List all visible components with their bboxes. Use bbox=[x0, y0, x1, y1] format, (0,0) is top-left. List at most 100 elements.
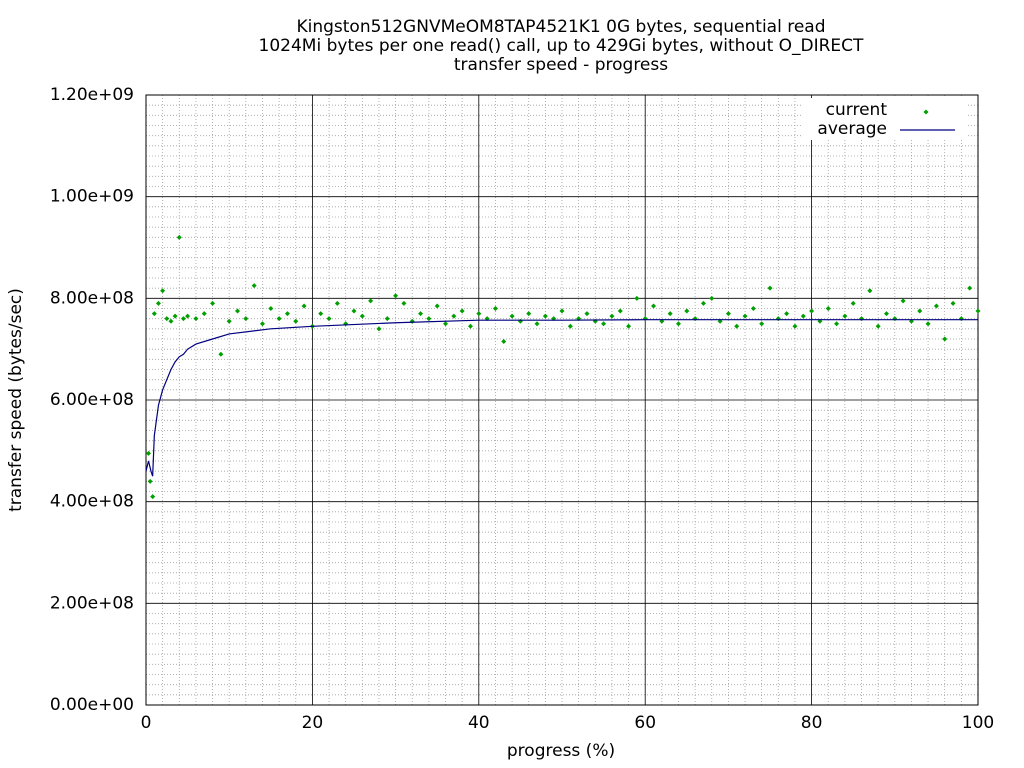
data-point bbox=[459, 308, 465, 314]
data-point bbox=[443, 321, 449, 327]
data-point bbox=[351, 308, 357, 314]
data-point bbox=[393, 293, 399, 299]
data-point bbox=[942, 336, 948, 342]
x-axis-label: progress (%) bbox=[507, 741, 615, 761]
chart-subtitle: 1024Mi bytes per one read() call, up to … bbox=[259, 36, 864, 56]
data-point bbox=[759, 321, 765, 327]
data-point bbox=[967, 285, 973, 291]
chart-title: Kingston512GNVMeOM8TAP4521K1 0G bytes, s… bbox=[296, 17, 825, 37]
data-point bbox=[825, 306, 831, 311]
x-tick-label: 20 bbox=[302, 713, 324, 733]
data-point bbox=[145, 450, 151, 456]
data-point bbox=[617, 308, 623, 314]
data-point bbox=[692, 316, 698, 322]
data-point bbox=[368, 298, 374, 304]
data-point bbox=[634, 295, 640, 301]
data-point bbox=[509, 313, 515, 319]
data-point bbox=[501, 339, 507, 345]
legend-box bbox=[803, 98, 968, 140]
data-point bbox=[742, 313, 748, 319]
data-point bbox=[492, 306, 498, 311]
y-tick-label: 8.00e+08 bbox=[50, 288, 134, 308]
y-tick-label: 6.00e+08 bbox=[50, 390, 134, 410]
data-point bbox=[168, 318, 174, 324]
data-point bbox=[426, 316, 432, 322]
data-point bbox=[376, 326, 382, 332]
data-point bbox=[642, 316, 648, 322]
legend-label: current bbox=[826, 100, 888, 120]
data-point bbox=[160, 288, 166, 294]
data-point bbox=[601, 321, 607, 327]
data-point bbox=[784, 311, 790, 317]
legend-label: average bbox=[817, 119, 887, 139]
data-point bbox=[180, 316, 186, 322]
data-point bbox=[626, 323, 632, 329]
data-point bbox=[434, 303, 440, 309]
data-point bbox=[164, 316, 170, 322]
data-point bbox=[609, 313, 615, 319]
data-point bbox=[734, 323, 740, 329]
data-point bbox=[326, 316, 332, 322]
data-point bbox=[859, 316, 865, 322]
data-point bbox=[526, 311, 532, 317]
data-point bbox=[725, 311, 731, 317]
y-tick-label: 0.00e+00 bbox=[50, 695, 134, 715]
y-tick-label: 4.00e+08 bbox=[50, 492, 134, 512]
data-point bbox=[151, 311, 157, 317]
data-point bbox=[883, 311, 889, 317]
x-tick-label: 100 bbox=[962, 713, 994, 733]
data-point bbox=[975, 308, 981, 314]
data-point bbox=[950, 300, 956, 306]
data-point bbox=[185, 313, 191, 319]
data-point bbox=[667, 311, 673, 317]
data-point bbox=[268, 306, 274, 311]
data-point bbox=[155, 300, 161, 306]
data-point bbox=[359, 313, 365, 319]
data-point bbox=[767, 285, 773, 291]
data-point bbox=[384, 316, 390, 322]
y-tick-label: 2.00e+08 bbox=[50, 593, 134, 613]
data-point bbox=[917, 308, 923, 314]
data-point bbox=[675, 321, 681, 327]
x-tick-label: 40 bbox=[468, 713, 490, 733]
data-point bbox=[210, 300, 216, 306]
data-point bbox=[251, 283, 257, 289]
data-point bbox=[700, 300, 706, 306]
x-tick-label: 80 bbox=[801, 713, 823, 733]
data-point bbox=[875, 323, 881, 329]
data-point bbox=[559, 308, 565, 314]
data-point bbox=[301, 303, 307, 309]
data-point bbox=[276, 316, 282, 322]
data-point bbox=[933, 303, 939, 309]
data-point bbox=[293, 318, 299, 324]
data-point bbox=[150, 494, 156, 500]
data-point bbox=[542, 313, 548, 319]
data-point bbox=[243, 316, 249, 322]
data-point bbox=[834, 321, 840, 327]
plot-frame bbox=[145, 94, 979, 706]
x-tick-label: 60 bbox=[634, 713, 656, 733]
data-point bbox=[809, 308, 815, 314]
data-point bbox=[334, 300, 340, 306]
data-point bbox=[476, 311, 482, 317]
data-point bbox=[792, 323, 798, 329]
data-point bbox=[900, 298, 906, 304]
data-point bbox=[409, 318, 415, 324]
chart-subtitle: transfer speed - progress bbox=[454, 55, 668, 75]
data-point bbox=[584, 311, 590, 317]
data-point bbox=[318, 311, 324, 317]
data-point bbox=[684, 308, 690, 314]
data-point bbox=[850, 300, 856, 306]
y-tick-label: 1.00e+09 bbox=[50, 187, 134, 207]
data-point bbox=[709, 295, 715, 301]
data-point bbox=[284, 311, 290, 317]
data-point bbox=[147, 478, 153, 484]
data-point bbox=[800, 313, 806, 319]
data-point bbox=[534, 321, 540, 327]
data-point bbox=[517, 318, 523, 324]
data-point bbox=[867, 288, 873, 294]
data-point bbox=[750, 306, 756, 311]
data-point bbox=[201, 311, 207, 317]
